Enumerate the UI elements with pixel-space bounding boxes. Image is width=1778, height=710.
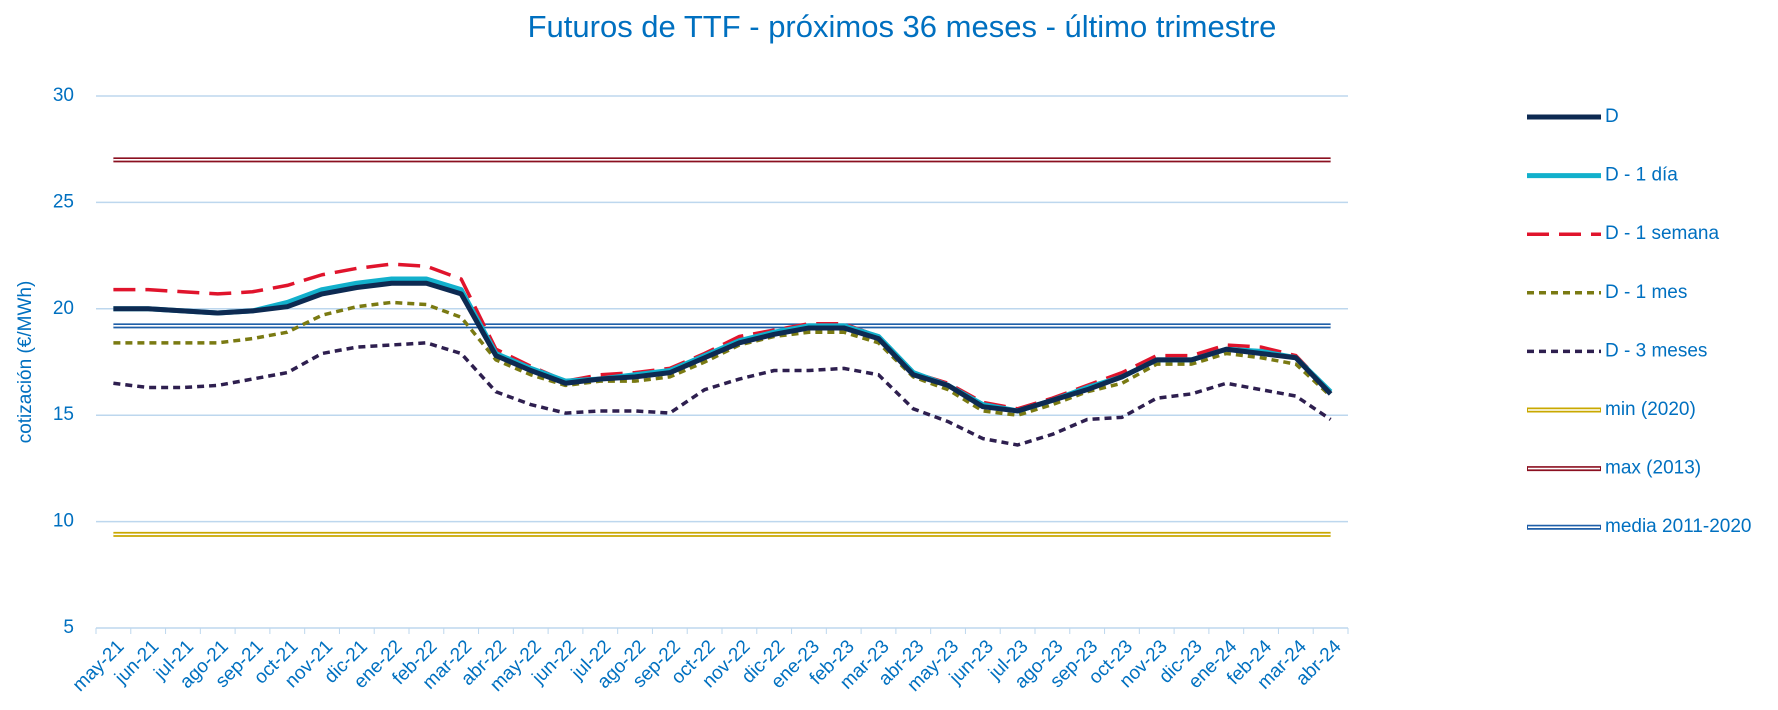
y-tick-label: 25 <box>53 191 74 212</box>
y-tick-label: 15 <box>53 404 74 425</box>
legend-label: media 2011-2020 <box>1605 516 1751 537</box>
y-tick-label: 30 <box>53 85 74 106</box>
series-line <box>113 262 1332 411</box>
legend-label: D - 1 mes <box>1605 282 1687 303</box>
legend-label: D - 1 día <box>1605 165 1678 186</box>
chart-title: Futuros de TTF - próximos 36 meses - últ… <box>528 9 1277 44</box>
legend-label: max (2013) <box>1605 458 1701 479</box>
legend-label: D - 1 semana <box>1605 223 1719 244</box>
y-tick-label: 20 <box>53 298 74 319</box>
series-line <box>113 276 1333 414</box>
legend-label: D - 3 meses <box>1605 340 1707 361</box>
y-tick-label: 5 <box>63 617 74 638</box>
y-axis-label: cotización (€/MWh) <box>15 281 36 444</box>
series-line <box>113 280 1333 414</box>
legend-label: D <box>1605 106 1619 127</box>
series-line <box>113 300 1332 417</box>
y-tick-label: 10 <box>53 511 74 532</box>
series-line <box>113 341 1332 447</box>
legend-label: min (2020) <box>1605 399 1696 420</box>
